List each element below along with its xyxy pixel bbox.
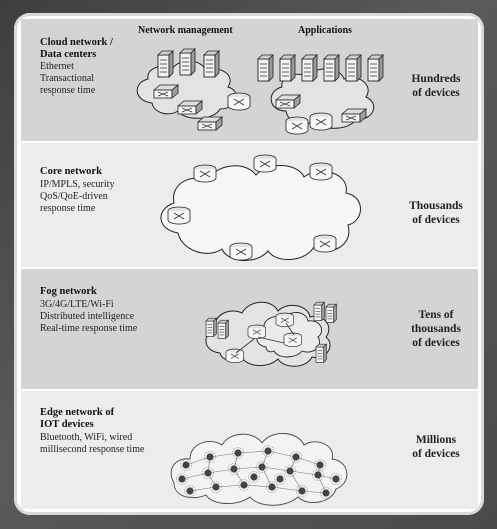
cloud-device-count: Hundreds of devices xyxy=(411,73,461,99)
edge-tier-description: Bluetooth, WiFi, wired millisecond respon… xyxy=(40,432,145,455)
edge-device-count: Millions of devices xyxy=(412,434,460,460)
edge-tier-title: Edge network of IOT devices xyxy=(40,407,115,430)
fog-tier-title: Fog network xyxy=(40,286,97,297)
network-management-header: Network management xyxy=(138,25,233,36)
core-device-count: Thousands of devices xyxy=(409,200,463,226)
cloud-tier-description: Ethernet Transactional response time xyxy=(40,61,96,96)
cloud-band xyxy=(21,19,478,141)
edge-band xyxy=(21,391,478,509)
network-illustrations xyxy=(136,48,384,506)
edge-network-illustration xyxy=(170,433,348,506)
applications-header: Applications xyxy=(298,25,352,36)
fog-tier-description: 3G/4G/LTE/Wi-Fi Distributed intelligence R… xyxy=(40,299,138,334)
core-network-illustration xyxy=(160,154,361,261)
core-tier-description: IP/MPLS, security QoS/QoE-driven response … xyxy=(40,179,115,214)
cloud-tier-title: Cloud network / Data centers xyxy=(40,37,113,60)
fog-device-count: Tens of thousands of devices xyxy=(411,309,461,349)
cloud-network-illustration xyxy=(136,48,384,135)
diagram-panel: Cloud network / Data centers Ethernet Tran… xyxy=(14,13,484,515)
fog-network-illustration xyxy=(205,301,337,367)
core-tier-title: Core network xyxy=(40,166,102,177)
